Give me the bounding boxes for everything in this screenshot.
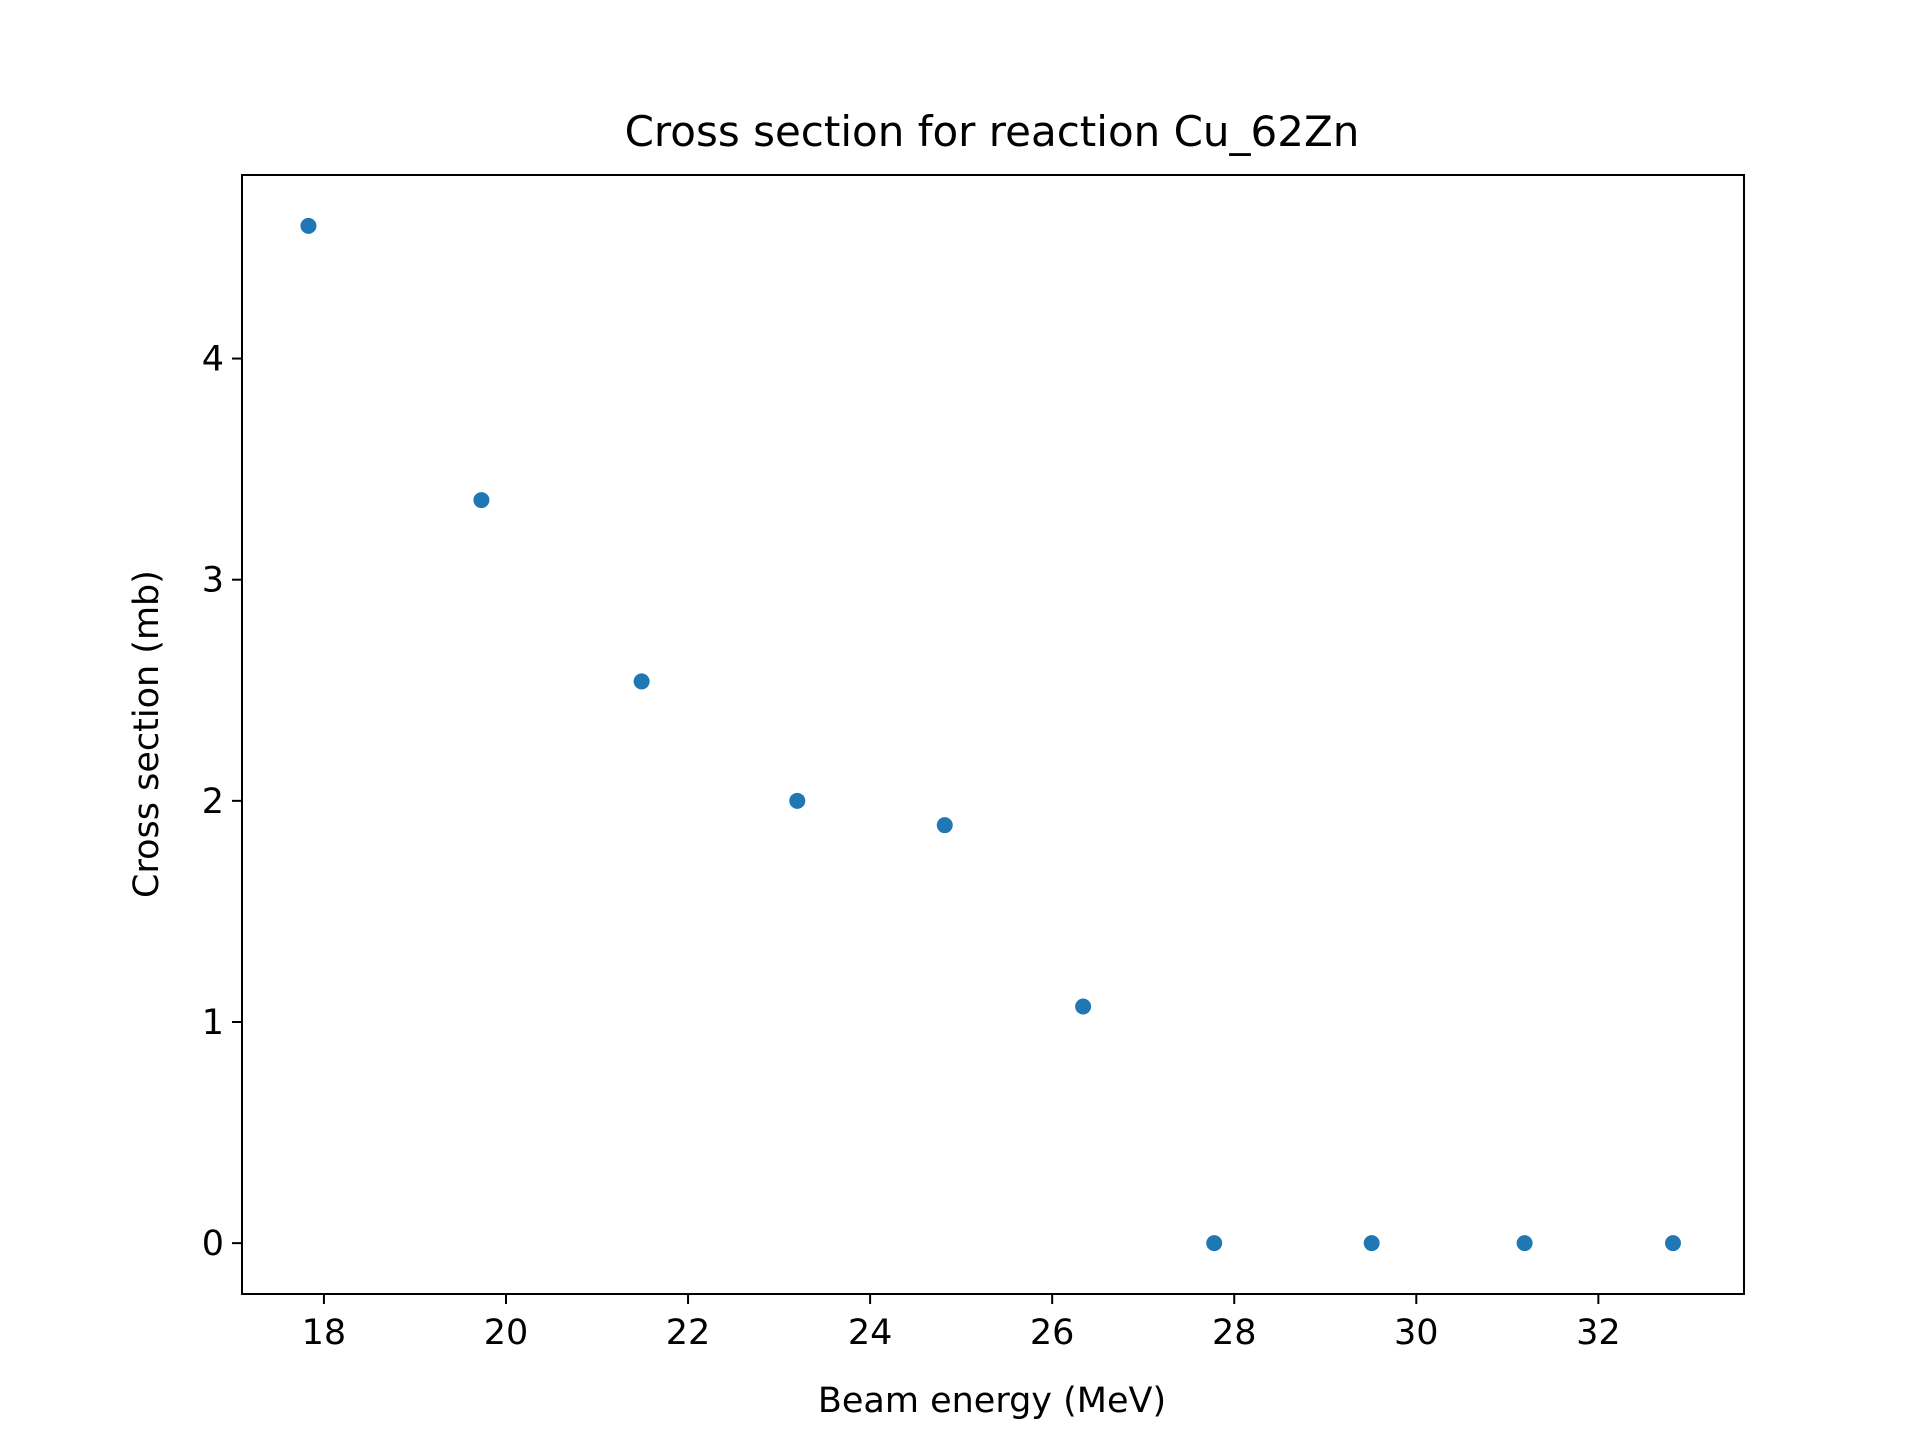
scatter-point <box>1206 1235 1223 1252</box>
y-tick-label: 2 <box>202 782 224 822</box>
y-tick-label: 3 <box>202 561 224 601</box>
y-tick-label: 4 <box>202 340 224 380</box>
x-tick-label: 32 <box>1576 1313 1621 1353</box>
x-tick-label: 22 <box>666 1313 711 1353</box>
scatter-series <box>300 217 1681 1252</box>
x-tick-label: 26 <box>1030 1313 1075 1353</box>
plot-area-frame <box>241 174 1745 1295</box>
scatter-point <box>1664 1235 1681 1252</box>
y-axis: 0 1 2 3 4 <box>202 340 242 1264</box>
scatter-point <box>789 792 806 809</box>
y-tick-label: 1 <box>202 1003 224 1043</box>
scatter-point <box>633 673 650 690</box>
y-axis-label: Cross section (mb) <box>127 570 167 898</box>
x-tick-label: 30 <box>1394 1313 1439 1353</box>
scatter-point <box>1363 1235 1380 1252</box>
x-tick-label: 24 <box>848 1313 893 1353</box>
scatter-point <box>300 217 317 234</box>
x-tick-label: 18 <box>302 1313 347 1353</box>
scatter-point <box>1075 998 1092 1015</box>
x-axis-label: Beam energy (MeV) <box>818 1381 1166 1421</box>
y-tick-label: 0 <box>202 1224 224 1264</box>
chart-title: Cross section for reaction Cu_62Zn <box>625 107 1360 156</box>
scatter-point <box>1516 1235 1533 1252</box>
x-axis: 18 20 22 24 26 28 30 32 <box>302 1294 1621 1353</box>
x-tick-label: 28 <box>1212 1313 1257 1353</box>
scatter-point <box>473 492 490 509</box>
scatter-point <box>936 817 953 834</box>
x-tick-label: 20 <box>484 1313 529 1353</box>
